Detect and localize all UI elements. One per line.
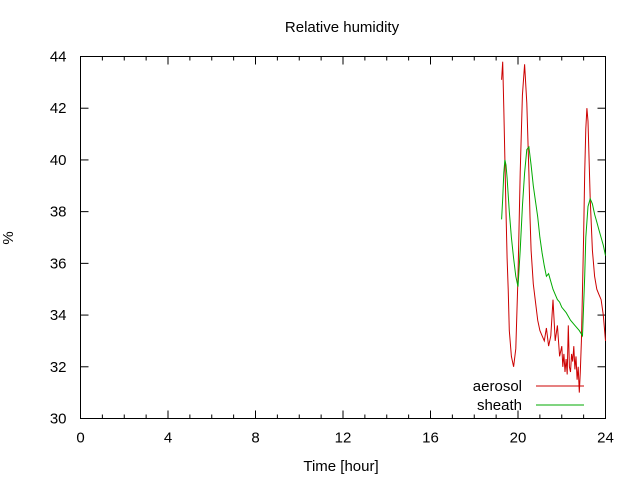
x-tick-label: 0	[76, 430, 84, 447]
legend: aerosol sheath	[473, 378, 584, 414]
x-axis-label: Time [hour]	[303, 458, 378, 475]
series-lines	[501, 61, 606, 393]
x-tick-label: 16	[422, 430, 439, 447]
legend-label-sheath: sheath	[477, 397, 522, 414]
y-tick-label: 32	[50, 359, 67, 376]
y-tick-label: 36	[50, 255, 67, 272]
y-axis-label: %	[0, 231, 17, 244]
y-tick-label: 44	[50, 49, 67, 66]
x-tick-label: 12	[335, 430, 352, 447]
x-tick-label: 20	[510, 430, 527, 447]
x-tick-label: 4	[164, 430, 172, 447]
legend-label-aerosol: aerosol	[473, 378, 522, 395]
axis-ticks	[80, 56, 606, 419]
series-line-aerosol	[501, 61, 606, 393]
y-tick-label: 40	[50, 152, 67, 169]
axis-tick-labels: 0 4 8 12 16 20 24 30 32 34 36 38 40 42 44	[50, 49, 614, 447]
chart-title: Relative humidity	[285, 19, 400, 36]
y-tick-label: 38	[50, 204, 67, 221]
y-tick-label: 42	[50, 100, 67, 117]
x-tick-label: 8	[251, 430, 259, 447]
x-tick-label: 24	[597, 430, 614, 447]
series-line-sheath	[501, 145, 606, 338]
y-tick-label: 30	[50, 411, 67, 428]
y-tick-label: 34	[50, 307, 67, 324]
